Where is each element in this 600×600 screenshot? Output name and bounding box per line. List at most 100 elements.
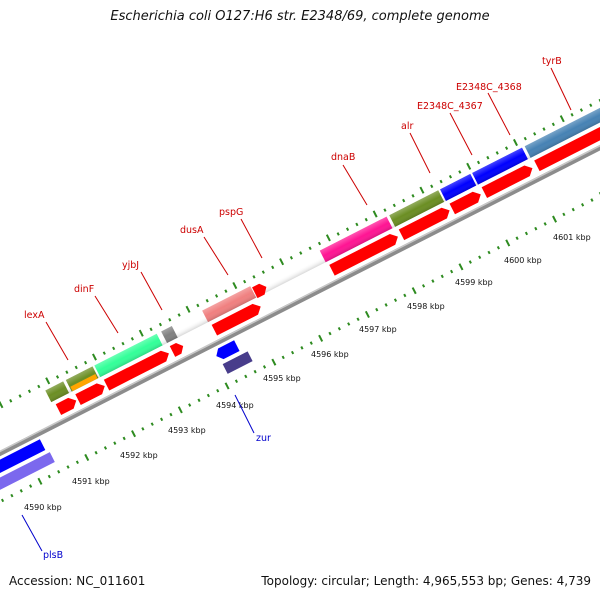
kbp-tick bbox=[402, 198, 406, 203]
accession-text: Accession: NC_011601 bbox=[9, 574, 146, 588]
gene-label-dinF[interactable]: dinF bbox=[74, 284, 94, 295]
kbp-tick bbox=[384, 303, 388, 307]
kbp-tick bbox=[65, 370, 69, 374]
kbp-tick bbox=[589, 103, 593, 108]
kbp-tick bbox=[291, 350, 295, 355]
cds-arrow[interactable] bbox=[75, 381, 107, 405]
kbp-tick bbox=[206, 393, 210, 398]
kbp-tick bbox=[138, 329, 144, 337]
gene-feature-yjbJ[interactable] bbox=[161, 326, 178, 344]
kbp-tick bbox=[458, 170, 462, 174]
kbp-tick bbox=[440, 274, 444, 279]
kbp-tick bbox=[336, 232, 340, 236]
kbp-tick bbox=[0, 498, 5, 503]
kbp-tick bbox=[169, 412, 173, 417]
kbp-tick bbox=[533, 132, 537, 136]
kbp-tick bbox=[244, 374, 248, 379]
cds-arrow-reverse[interactable] bbox=[214, 340, 240, 361]
kbp-tick bbox=[92, 353, 97, 361]
cds-arrow[interactable] bbox=[103, 348, 172, 391]
gene-label-lexA[interactable]: lexA bbox=[24, 310, 45, 321]
gene-leader-line bbox=[449, 112, 473, 156]
kbp-tick bbox=[356, 317, 360, 322]
kbp-tick bbox=[300, 346, 304, 350]
kbp-tick bbox=[214, 294, 219, 298]
kbp-tick bbox=[347, 322, 351, 326]
kbp-tick bbox=[37, 384, 41, 389]
kbp-tick bbox=[224, 382, 230, 390]
kbp-tick bbox=[325, 234, 331, 242]
kbp-tick bbox=[205, 298, 209, 303]
cds-arrow[interactable] bbox=[481, 163, 536, 198]
kbp-tick bbox=[74, 365, 78, 370]
kbp-tick bbox=[534, 226, 538, 231]
gene-label-alr[interactable]: alr bbox=[401, 121, 413, 132]
kbp-tick bbox=[496, 245, 500, 250]
gene-label-pspG[interactable]: pspG bbox=[219, 207, 243, 218]
reverse-gene-features bbox=[0, 340, 253, 511]
gene-label-E2348C_4367[interactable]: E2348C_4367 bbox=[417, 101, 483, 112]
kbp-tick bbox=[328, 331, 332, 336]
cds-arrow[interactable] bbox=[449, 189, 484, 215]
kbp-tick bbox=[505, 146, 509, 150]
gene-label-dnaB[interactable]: dnaB bbox=[331, 152, 355, 163]
kbp-tick bbox=[55, 375, 60, 379]
kbp-tick bbox=[131, 430, 137, 438]
kbp-tick bbox=[495, 151, 499, 155]
gene-feature-plsB-inner[interactable] bbox=[0, 452, 55, 511]
kbp-tick bbox=[185, 305, 191, 313]
kbp-label: 4595 kbp bbox=[263, 374, 301, 383]
cds-arrow[interactable] bbox=[329, 231, 400, 276]
kbp-tick bbox=[393, 298, 398, 302]
kbp-label: 4598 kbp bbox=[407, 302, 445, 311]
kbp-tick bbox=[487, 250, 491, 255]
kbp-tick bbox=[75, 460, 79, 465]
cds-arrow[interactable] bbox=[534, 107, 600, 172]
gene-label-dusA[interactable]: dusA bbox=[180, 225, 204, 236]
kbp-tick bbox=[177, 313, 181, 317]
cds-arrow[interactable] bbox=[55, 395, 79, 415]
gene-label-plsB[interactable]: plsB bbox=[43, 550, 63, 561]
kbp-tick bbox=[375, 307, 379, 312]
gene-label-zur[interactable]: zur bbox=[256, 433, 271, 444]
kbp-tick bbox=[232, 281, 238, 290]
kbp-tick bbox=[345, 227, 350, 231]
kbp-tick bbox=[37, 477, 43, 485]
cds-arrow[interactable] bbox=[252, 281, 269, 299]
kbp-tick bbox=[243, 279, 247, 284]
kbp-tick bbox=[372, 210, 378, 218]
kbp-label: 4597 kbp bbox=[359, 325, 397, 334]
kbp-tick bbox=[403, 293, 407, 298]
kbp-tick bbox=[543, 222, 547, 226]
kbp-tick bbox=[570, 113, 574, 117]
kbp-tick bbox=[29, 484, 33, 488]
kbp-tick bbox=[466, 162, 472, 170]
kbp-tick bbox=[523, 136, 527, 141]
kbp-tick bbox=[562, 212, 566, 217]
kbp-tick bbox=[141, 427, 145, 431]
cds-arrow[interactable] bbox=[169, 341, 186, 357]
kbp-tick bbox=[364, 217, 368, 222]
gene-label-yjbJ[interactable]: yjbJ bbox=[122, 260, 139, 271]
kbp-tick bbox=[168, 317, 172, 322]
gene-label-E2348C_4368[interactable]: E2348C_4368 bbox=[456, 82, 522, 93]
gene-leader-line bbox=[140, 271, 163, 311]
kbp-tick bbox=[19, 489, 23, 493]
kbp-tick bbox=[9, 399, 13, 403]
kbp-tick bbox=[542, 127, 546, 131]
kbp-tick bbox=[552, 215, 558, 223]
forward-cds-features bbox=[55, 107, 600, 415]
kbp-tick bbox=[234, 379, 239, 383]
gene-label-tyrB[interactable]: tyrB bbox=[542, 56, 562, 67]
gene-feature-zur[interactable] bbox=[222, 351, 253, 374]
kbp-tick bbox=[158, 322, 163, 327]
kbp-tick bbox=[478, 255, 482, 260]
gene-feature-plsB[interactable] bbox=[0, 439, 46, 494]
cds-arrow[interactable] bbox=[211, 301, 264, 336]
cds-arrow[interactable] bbox=[398, 205, 453, 241]
kbp-tick bbox=[308, 246, 312, 251]
gene-feature-lexA[interactable] bbox=[45, 381, 70, 403]
kbp-tick bbox=[253, 369, 257, 374]
kbp-tick bbox=[419, 186, 425, 194]
kbp-tick bbox=[216, 388, 220, 393]
